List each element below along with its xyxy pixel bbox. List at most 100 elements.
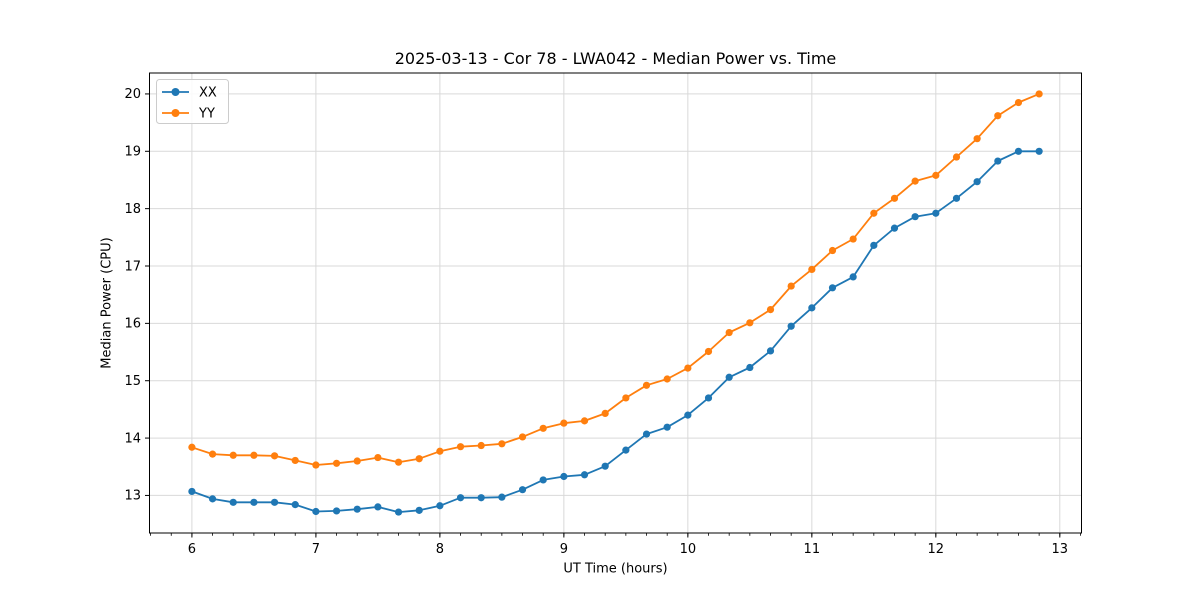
series-point-yy: [787, 282, 795, 290]
series-point-yy: [229, 451, 237, 459]
chart-title: 2025-03-13 - Cor 78 - LWA042 - Median Po…: [395, 49, 837, 68]
x-tick-label: 7: [312, 542, 320, 557]
series-point-yy: [498, 440, 506, 448]
series-point-xx: [332, 507, 341, 515]
series-point-xx: [601, 462, 609, 470]
series-point-yy: [994, 112, 1002, 120]
series-point-yy: [622, 394, 630, 402]
series-point-yy: [746, 319, 754, 327]
series-point-xx: [188, 487, 196, 496]
series-point-yy: [332, 459, 341, 467]
series-point-yy: [642, 381, 651, 389]
series-point-yy: [312, 461, 320, 469]
series-point-yy: [870, 209, 878, 217]
series-point-xx: [890, 224, 899, 232]
series-point-xx: [539, 476, 547, 484]
series-point-yy: [849, 235, 857, 243]
series-point-xx: [746, 363, 754, 372]
series-point-xx: [229, 498, 237, 506]
y-tick-label: 17: [124, 259, 141, 274]
series-point-xx: [415, 506, 423, 514]
axis-ticks: 6 7 8 9 10 11 12 13 13 14 15 16 17 18 19 20: [124, 87, 1081, 557]
series-point-xx: [291, 501, 299, 509]
series-point-xx: [994, 157, 1002, 165]
series-point-xx: [477, 494, 485, 502]
series-point-yy: [704, 347, 713, 356]
series-point-yy: [415, 455, 423, 463]
x-axis-label: UT Time (hours): [563, 562, 667, 577]
series-point-yy: [374, 453, 382, 462]
series-point-xx: [250, 498, 258, 506]
series-point-xx: [270, 498, 279, 506]
series-point-yy: [808, 265, 816, 274]
series-point-xx: [1035, 147, 1043, 155]
series-point-yy: [663, 375, 671, 383]
series-point-xx: [828, 284, 837, 292]
series-point-yy: [1035, 90, 1043, 98]
series-point-xx: [456, 494, 465, 502]
y-tick-label: 13: [124, 489, 141, 504]
y-tick-label: 20: [124, 87, 141, 102]
series-point-yy: [684, 364, 692, 372]
series-point-yy: [353, 457, 361, 465]
series-point-xx: [208, 495, 217, 503]
series-point-xx: [808, 304, 816, 312]
series-point-yy: [477, 441, 485, 450]
x-tick-label: 11: [804, 542, 821, 557]
legend-sample-marker: [171, 88, 180, 96]
series-point-xx: [560, 472, 568, 481]
series-point-xx: [498, 493, 506, 501]
series-point-xx: [518, 486, 527, 494]
legend-sample-marker: [171, 109, 180, 117]
series-point-xx: [704, 394, 713, 402]
data-series: [188, 90, 1043, 516]
series-point-xx: [622, 446, 630, 454]
series-point-xx: [353, 505, 361, 513]
series-point-xx: [973, 178, 981, 186]
legend: XX YY: [156, 79, 229, 124]
series-point-yy: [250, 451, 258, 459]
series-point-yy: [1014, 98, 1023, 107]
series-point-yy: [456, 443, 465, 451]
series-point-xx: [725, 373, 733, 381]
series-point-yy: [766, 305, 775, 314]
series-point-yy: [828, 246, 837, 255]
series-point-yy: [560, 419, 568, 427]
series-point-yy: [188, 443, 196, 451]
series-point-xx: [849, 273, 857, 281]
series-point-xx: [374, 503, 382, 511]
series-point-xx: [436, 502, 444, 510]
legend-box: [156, 79, 229, 124]
series-point-xx: [642, 430, 651, 438]
plot-border: [149, 72, 1082, 534]
series-point-yy: [291, 456, 299, 465]
y-tick-label: 18: [124, 202, 141, 217]
series-point-yy: [539, 424, 547, 432]
series-point-yy: [518, 433, 527, 441]
series-point-yy: [890, 194, 899, 202]
legend-item-label: XX: [199, 85, 217, 100]
series-point-yy: [270, 452, 279, 460]
series-point-yy: [436, 447, 444, 455]
series-point-xx: [932, 209, 940, 217]
series-line-yy: [190, 93, 1040, 466]
y-axis-label: Median Power (CPU): [100, 237, 115, 368]
x-tick-label: 9: [560, 542, 568, 557]
series-point-xx: [394, 508, 403, 516]
series-point-yy: [601, 409, 609, 418]
gridlines: [149, 73, 1082, 533]
series-point-xx: [787, 322, 795, 330]
series-point-yy: [580, 417, 589, 425]
y-tick-label: 16: [124, 317, 141, 332]
series-point-yy: [952, 153, 961, 161]
x-tick-label: 6: [188, 542, 196, 557]
series-point-xx: [580, 471, 589, 479]
series-line-xx: [190, 150, 1040, 513]
series-point-xx: [1014, 147, 1023, 155]
series-point-yy: [932, 171, 940, 179]
series-point-yy: [208, 450, 217, 458]
series-point-xx: [663, 423, 671, 431]
series-point-xx: [766, 347, 775, 355]
